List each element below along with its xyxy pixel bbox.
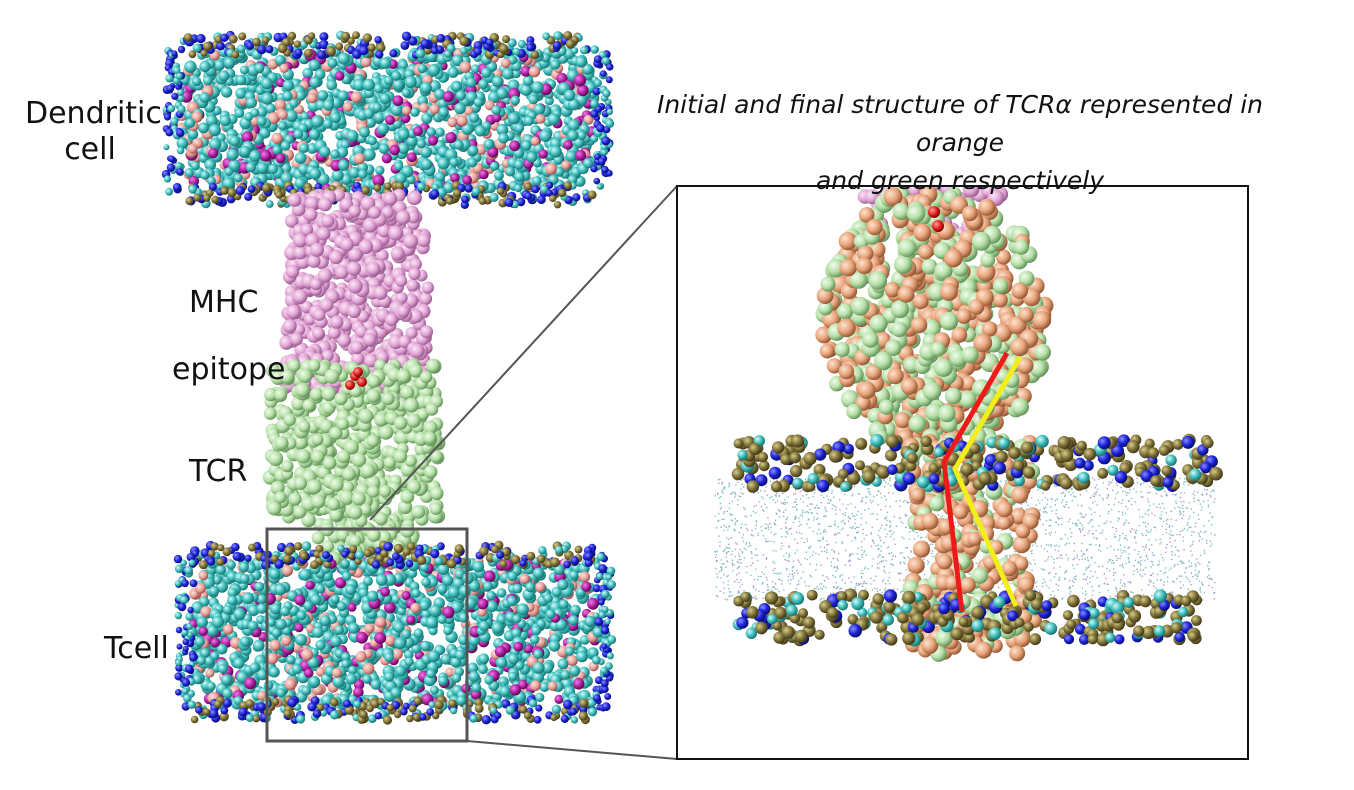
tcr-label: TCR bbox=[189, 454, 247, 490]
zoom-connector-bottom bbox=[467, 741, 677, 759]
inset-zoom-render bbox=[732, 179, 1223, 662]
caption-line1: Initial and final structure of TCRα repr… bbox=[610, 86, 1310, 162]
tcell-label: Tcell bbox=[104, 631, 169, 667]
dendritic-cell-label: Dendritic cell bbox=[25, 96, 155, 168]
dendritic-label-line1: Dendritic bbox=[25, 96, 155, 132]
tcell-membrane bbox=[174, 541, 616, 725]
dendritic-label-line2: cell bbox=[25, 132, 155, 168]
mhc-label: MHC bbox=[189, 285, 258, 321]
epitope-label: epitope bbox=[172, 352, 285, 388]
caption-line2: and green respectively bbox=[610, 162, 1310, 200]
figure-caption: Initial and final structure of TCRα repr… bbox=[610, 86, 1310, 200]
dendritic-cell-membrane bbox=[162, 31, 614, 209]
